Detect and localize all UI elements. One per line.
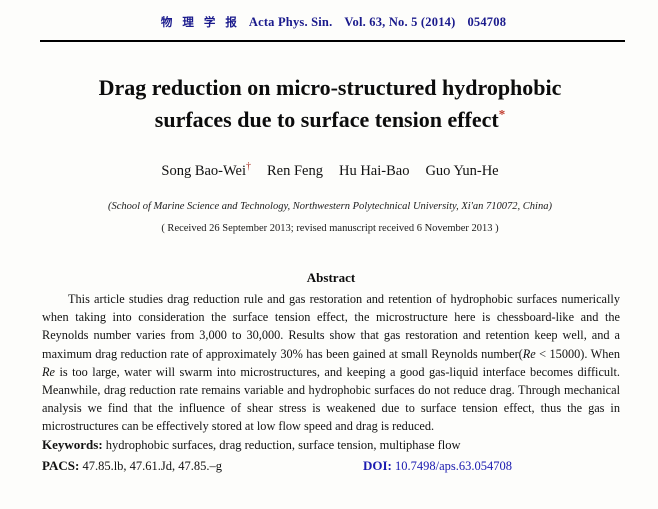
volume-issue: Vol. 63, No. 5 (2014) xyxy=(344,15,456,29)
author-name: Guo Yun-He xyxy=(425,163,499,179)
page-title: Drag reduction on micro-structured hydro… xyxy=(62,72,598,136)
pacs-line: PACS: 47.85.lb, 47.61.Jd, 47.85.–g xyxy=(42,458,620,474)
affiliation: (School of Marine Science and Technology… xyxy=(108,201,552,212)
pacs-value: 47.85.lb, 47.61.Jd, 47.85.–g xyxy=(82,459,223,473)
journal-name-cn: 物 理 学 报 xyxy=(160,15,240,29)
journal-name-en: Acta Phys. Sin. xyxy=(248,15,333,29)
title-footnote-marker: * xyxy=(498,106,506,122)
keywords-label: Keywords: xyxy=(42,437,103,452)
article-id: 054708 xyxy=(467,15,507,29)
abstract-body: This article studies drag reduction rule… xyxy=(42,290,620,436)
author-name: Hu Hai-Bao xyxy=(338,163,410,179)
doi-value[interactable]: 10.7498/aps.63.054708 xyxy=(395,459,513,473)
abstract-text-part-3: is too large, water will swarm into micr… xyxy=(42,364,620,434)
abstract-heading: Abstract xyxy=(306,270,356,285)
doi-line[interactable]: DOI: 10.7498/aps.63.054708 xyxy=(363,458,512,474)
author-name: Song Bao-Wei xyxy=(161,163,246,179)
title-line-2: surfaces due to surface tension effect xyxy=(154,107,499,132)
received-dates: ( Received 26 September 2013; revised ma… xyxy=(161,223,499,234)
doi-label: DOI: xyxy=(363,458,392,473)
abstract-text-part-1: This article studies drag reduction rule… xyxy=(42,292,620,361)
running-head: 物 理 学 报 Acta Phys. Sin. Vol. 63, No. 5 (20… xyxy=(42,14,625,30)
keywords-line: Keywords: hydrophobic surfaces, drag red… xyxy=(42,437,620,453)
reynolds-symbol: Re xyxy=(522,346,536,361)
title-line-1: Drag reduction on micro-structured hydro… xyxy=(98,75,562,100)
header-divider xyxy=(40,40,625,42)
keywords-value: hydrophobic surfaces, drag reduction, su… xyxy=(105,438,461,452)
author-name: Ren Feng xyxy=(267,163,323,179)
pacs-label: PACS: xyxy=(42,458,80,473)
author-list: Song Bao-Wei† Ren Feng Hu Hai-Bao Guo Yun-H… xyxy=(62,161,598,180)
author-marker: † xyxy=(246,161,251,173)
abstract-text-part-2: < 15000). When xyxy=(535,346,620,361)
reynolds-symbol: Re xyxy=(42,364,55,379)
